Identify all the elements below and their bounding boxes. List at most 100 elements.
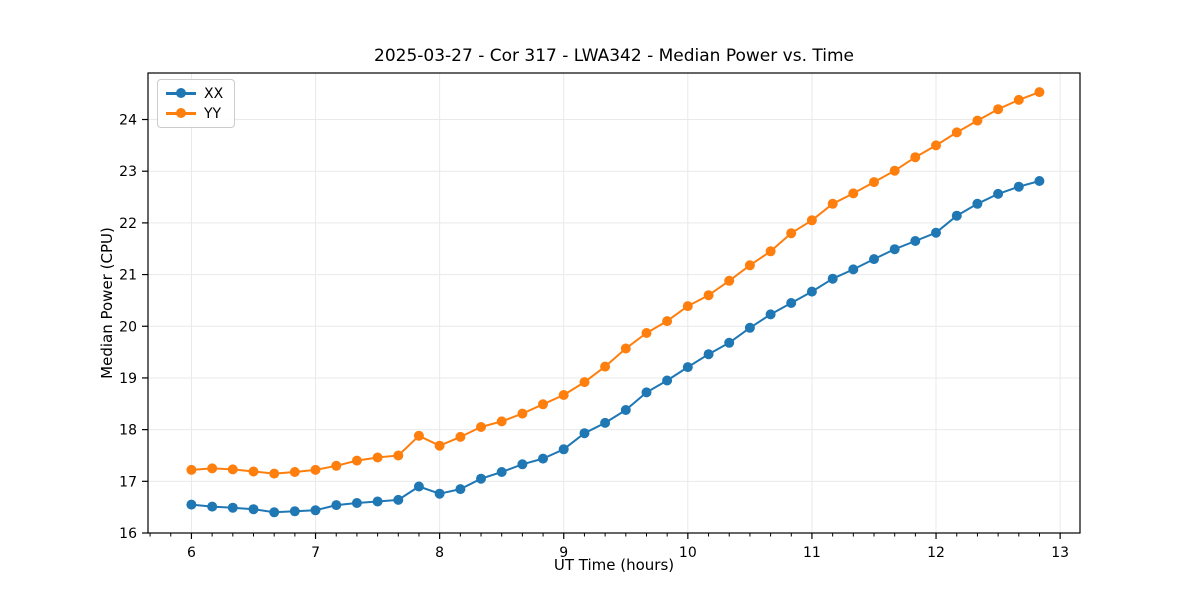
series-yy-marker xyxy=(662,316,673,327)
y-tick-label: 16 xyxy=(119,526,137,542)
series-xx-marker xyxy=(351,498,362,508)
series-yy-marker xyxy=(703,290,714,301)
series-xx-marker xyxy=(703,349,714,360)
chart-title: 2025-03-27 - Cor 317 - LWA342 - Median P… xyxy=(374,46,854,66)
series-yy-marker xyxy=(248,466,259,477)
series-xx-marker xyxy=(434,488,445,499)
series-xx-marker xyxy=(662,375,673,386)
series-yy-marker xyxy=(724,275,735,286)
series-xx-marker xyxy=(744,322,755,333)
series-xx-marker xyxy=(289,506,300,517)
series-yy-marker xyxy=(558,390,569,400)
series-xx-marker xyxy=(993,188,1004,199)
series-yy-marker xyxy=(827,198,838,209)
series-xx-marker xyxy=(827,273,838,284)
y-axis-label: Median Power (CPU) xyxy=(98,227,116,379)
x-tick-label: 7 xyxy=(311,545,320,561)
x-tick-label: 11 xyxy=(803,545,821,561)
series-xx-marker xyxy=(248,504,259,515)
series-yy-marker xyxy=(620,343,631,354)
series-xx-line xyxy=(191,180,1040,514)
legend-item-xx: XX xyxy=(166,85,223,102)
series-yy-marker xyxy=(393,450,404,461)
x-tick-label: 8 xyxy=(435,545,444,561)
y-tick-label: 19 xyxy=(119,371,137,387)
y-tick-label: 20 xyxy=(119,319,137,335)
series-yy-marker xyxy=(496,416,507,427)
series-yy-marker xyxy=(186,464,197,475)
series-yy-marker xyxy=(951,127,962,138)
x-tick-label: 6 xyxy=(187,545,196,561)
series-xx-marker xyxy=(393,494,404,505)
series-yy-swatch-icon xyxy=(166,108,196,119)
series-xx-marker xyxy=(1034,176,1045,186)
series-yy-marker xyxy=(517,408,528,419)
series-yy-marker xyxy=(910,152,921,163)
series-yy-marker xyxy=(538,399,548,410)
series-xx-marker xyxy=(848,264,859,275)
series-yy-marker xyxy=(786,228,797,239)
series-xx-marker xyxy=(538,453,548,464)
series-xx-marker xyxy=(951,210,962,221)
series-xx-marker xyxy=(269,507,280,518)
legend-label-xx: XX xyxy=(204,85,224,102)
series-yy-marker xyxy=(207,463,218,474)
series-yy-marker xyxy=(1034,87,1045,98)
series-yy-marker xyxy=(806,215,817,226)
y-tick-label: 23 xyxy=(119,164,137,180)
plot-border xyxy=(147,72,1081,534)
x-tick-label: 10 xyxy=(679,545,697,561)
series-xx-marker xyxy=(207,501,218,512)
y-tick-label: 24 xyxy=(119,113,137,129)
series-yy-marker xyxy=(434,440,445,451)
series-xx-marker xyxy=(558,444,569,455)
series-xx-marker xyxy=(641,387,652,398)
series-xx-marker xyxy=(476,473,486,484)
series-yy-marker xyxy=(1013,94,1024,105)
legend: XX YY xyxy=(157,79,236,128)
series-yy-marker xyxy=(269,468,280,479)
x-axis-label: UT Time (hours) xyxy=(553,556,675,574)
series-xx-marker xyxy=(806,286,817,297)
series-xx-marker xyxy=(910,236,921,246)
y-tick-label: 18 xyxy=(119,423,137,439)
series-yy-marker xyxy=(889,165,900,176)
series-xx-marker xyxy=(765,309,776,320)
series-xx-marker xyxy=(227,502,238,513)
series-xx-marker xyxy=(889,244,900,255)
series-xx-marker xyxy=(310,505,321,516)
series-yy-marker xyxy=(413,430,424,441)
series-yy-marker xyxy=(289,467,300,477)
series-xx-marker xyxy=(455,484,466,495)
series-yy-marker xyxy=(993,104,1004,115)
series-xx-marker xyxy=(869,254,879,265)
series-xx-marker xyxy=(620,405,631,415)
x-tick-label: 9 xyxy=(559,545,568,561)
series-yy-marker xyxy=(744,260,755,271)
series-yy-marker xyxy=(682,301,693,312)
y-tick-label: 17 xyxy=(119,474,137,490)
series-xx-marker xyxy=(517,459,528,470)
series-yy-marker xyxy=(848,188,859,199)
series-yy-marker xyxy=(600,361,611,372)
series-xx-marker xyxy=(786,298,797,308)
series-xx-marker xyxy=(579,428,590,439)
series-yy-marker xyxy=(476,422,486,432)
series-xx-marker xyxy=(413,481,424,492)
series-yy-marker xyxy=(351,455,362,466)
series-yy-marker xyxy=(972,115,983,126)
series-yy-marker xyxy=(641,328,652,338)
x-tick-label: 13 xyxy=(1051,545,1069,561)
x-tick-label: 12 xyxy=(927,545,945,561)
series-yy-marker xyxy=(372,452,383,463)
series-xx-marker xyxy=(682,362,693,373)
series-yy-marker xyxy=(455,431,466,442)
legend-item-yy: YY xyxy=(166,105,223,122)
series-yy-marker xyxy=(765,246,776,257)
series-yy-marker xyxy=(331,460,342,471)
series-xx-marker xyxy=(372,496,383,507)
series-xx-marker xyxy=(724,337,735,348)
series-xx-swatch-icon xyxy=(166,88,196,99)
